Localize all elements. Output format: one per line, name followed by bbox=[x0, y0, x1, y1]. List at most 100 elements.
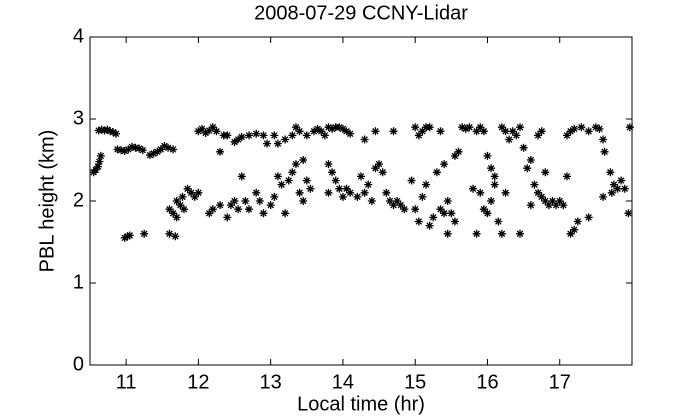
data-point bbox=[617, 176, 626, 185]
data-point bbox=[95, 157, 104, 166]
data-point bbox=[127, 142, 136, 151]
data-point bbox=[120, 233, 129, 242]
data-point bbox=[183, 184, 192, 193]
x-axis-label: Local time (hr) bbox=[297, 393, 425, 415]
data-point bbox=[609, 180, 618, 189]
data-point bbox=[599, 192, 608, 201]
data-point bbox=[324, 160, 333, 169]
data-point bbox=[328, 124, 337, 133]
y-tick-label: 3 bbox=[73, 107, 84, 129]
data-point bbox=[96, 151, 105, 160]
data-point bbox=[205, 126, 214, 135]
data-point bbox=[526, 201, 535, 210]
data-point bbox=[342, 127, 351, 136]
data-point bbox=[620, 184, 629, 193]
data-point bbox=[295, 188, 304, 197]
data-point bbox=[125, 231, 134, 240]
data-point bbox=[216, 201, 225, 210]
data-point bbox=[562, 131, 571, 140]
data-point bbox=[277, 180, 286, 189]
data-point bbox=[534, 188, 543, 197]
data-point bbox=[93, 162, 102, 171]
data-point bbox=[310, 127, 319, 136]
y-tick-label: 1 bbox=[73, 271, 84, 293]
data-point bbox=[552, 201, 561, 210]
data-point bbox=[244, 131, 253, 140]
data-point bbox=[295, 127, 304, 136]
data-point bbox=[479, 205, 488, 214]
data-point bbox=[360, 135, 369, 144]
data-point bbox=[313, 124, 322, 133]
data-point bbox=[559, 201, 568, 210]
data-point bbox=[591, 123, 600, 132]
data-point bbox=[299, 197, 308, 205]
data-point bbox=[357, 172, 365, 181]
data-point bbox=[335, 123, 344, 132]
data-point bbox=[454, 147, 463, 156]
data-point bbox=[487, 197, 496, 205]
data-point bbox=[198, 124, 207, 133]
data-point bbox=[436, 205, 445, 214]
data-point bbox=[306, 184, 315, 193]
data-point bbox=[252, 188, 261, 197]
data-point bbox=[187, 188, 196, 197]
x-tick-label: 15 bbox=[404, 371, 426, 393]
x-tick-label: 11 bbox=[116, 371, 137, 393]
data-point bbox=[497, 229, 506, 238]
data-point bbox=[472, 229, 481, 238]
data-point bbox=[179, 205, 188, 214]
data-point bbox=[112, 129, 121, 138]
data-point bbox=[577, 123, 586, 132]
y-tick-label: 0 bbox=[73, 353, 84, 375]
data-point bbox=[164, 143, 173, 152]
data-point bbox=[299, 156, 308, 164]
data-point bbox=[172, 213, 181, 222]
data-point bbox=[378, 168, 387, 177]
data-point bbox=[234, 205, 243, 214]
data-point bbox=[259, 131, 268, 140]
data-point bbox=[472, 127, 481, 136]
data-point bbox=[138, 146, 147, 155]
data-point bbox=[393, 197, 402, 205]
data-point bbox=[328, 168, 337, 177]
data-point bbox=[153, 147, 162, 156]
data-point bbox=[450, 151, 459, 160]
data-point bbox=[367, 197, 376, 205]
data-point bbox=[389, 201, 398, 210]
data-point bbox=[501, 127, 510, 136]
data-point bbox=[270, 192, 279, 201]
data-point bbox=[450, 217, 459, 226]
data-point bbox=[237, 133, 246, 142]
data-point bbox=[288, 131, 297, 140]
data-point bbox=[176, 201, 185, 210]
data-point bbox=[548, 197, 557, 205]
data-point bbox=[436, 127, 445, 136]
data-point bbox=[131, 143, 140, 152]
data-point bbox=[194, 188, 203, 197]
data-point bbox=[566, 127, 575, 136]
data-point bbox=[194, 127, 203, 136]
data-point bbox=[259, 209, 268, 218]
data-point bbox=[461, 124, 470, 133]
data-point bbox=[190, 192, 199, 201]
data-point bbox=[515, 229, 524, 238]
data-point bbox=[400, 205, 409, 214]
data-point bbox=[145, 151, 154, 160]
data-point bbox=[230, 137, 239, 146]
data-point bbox=[302, 131, 311, 140]
data-point bbox=[555, 197, 564, 205]
x-tick-label: 12 bbox=[187, 371, 209, 393]
data-point bbox=[490, 180, 499, 189]
data-point bbox=[149, 149, 158, 158]
data-point bbox=[273, 139, 282, 148]
data-point bbox=[429, 213, 438, 222]
data-point bbox=[346, 129, 355, 138]
data-point bbox=[291, 123, 300, 132]
data-point bbox=[178, 192, 187, 201]
y-tick-label: 2 bbox=[73, 189, 84, 211]
data-point bbox=[135, 144, 144, 153]
data-point bbox=[230, 197, 239, 205]
data-point bbox=[160, 142, 169, 151]
data-point bbox=[440, 209, 449, 218]
